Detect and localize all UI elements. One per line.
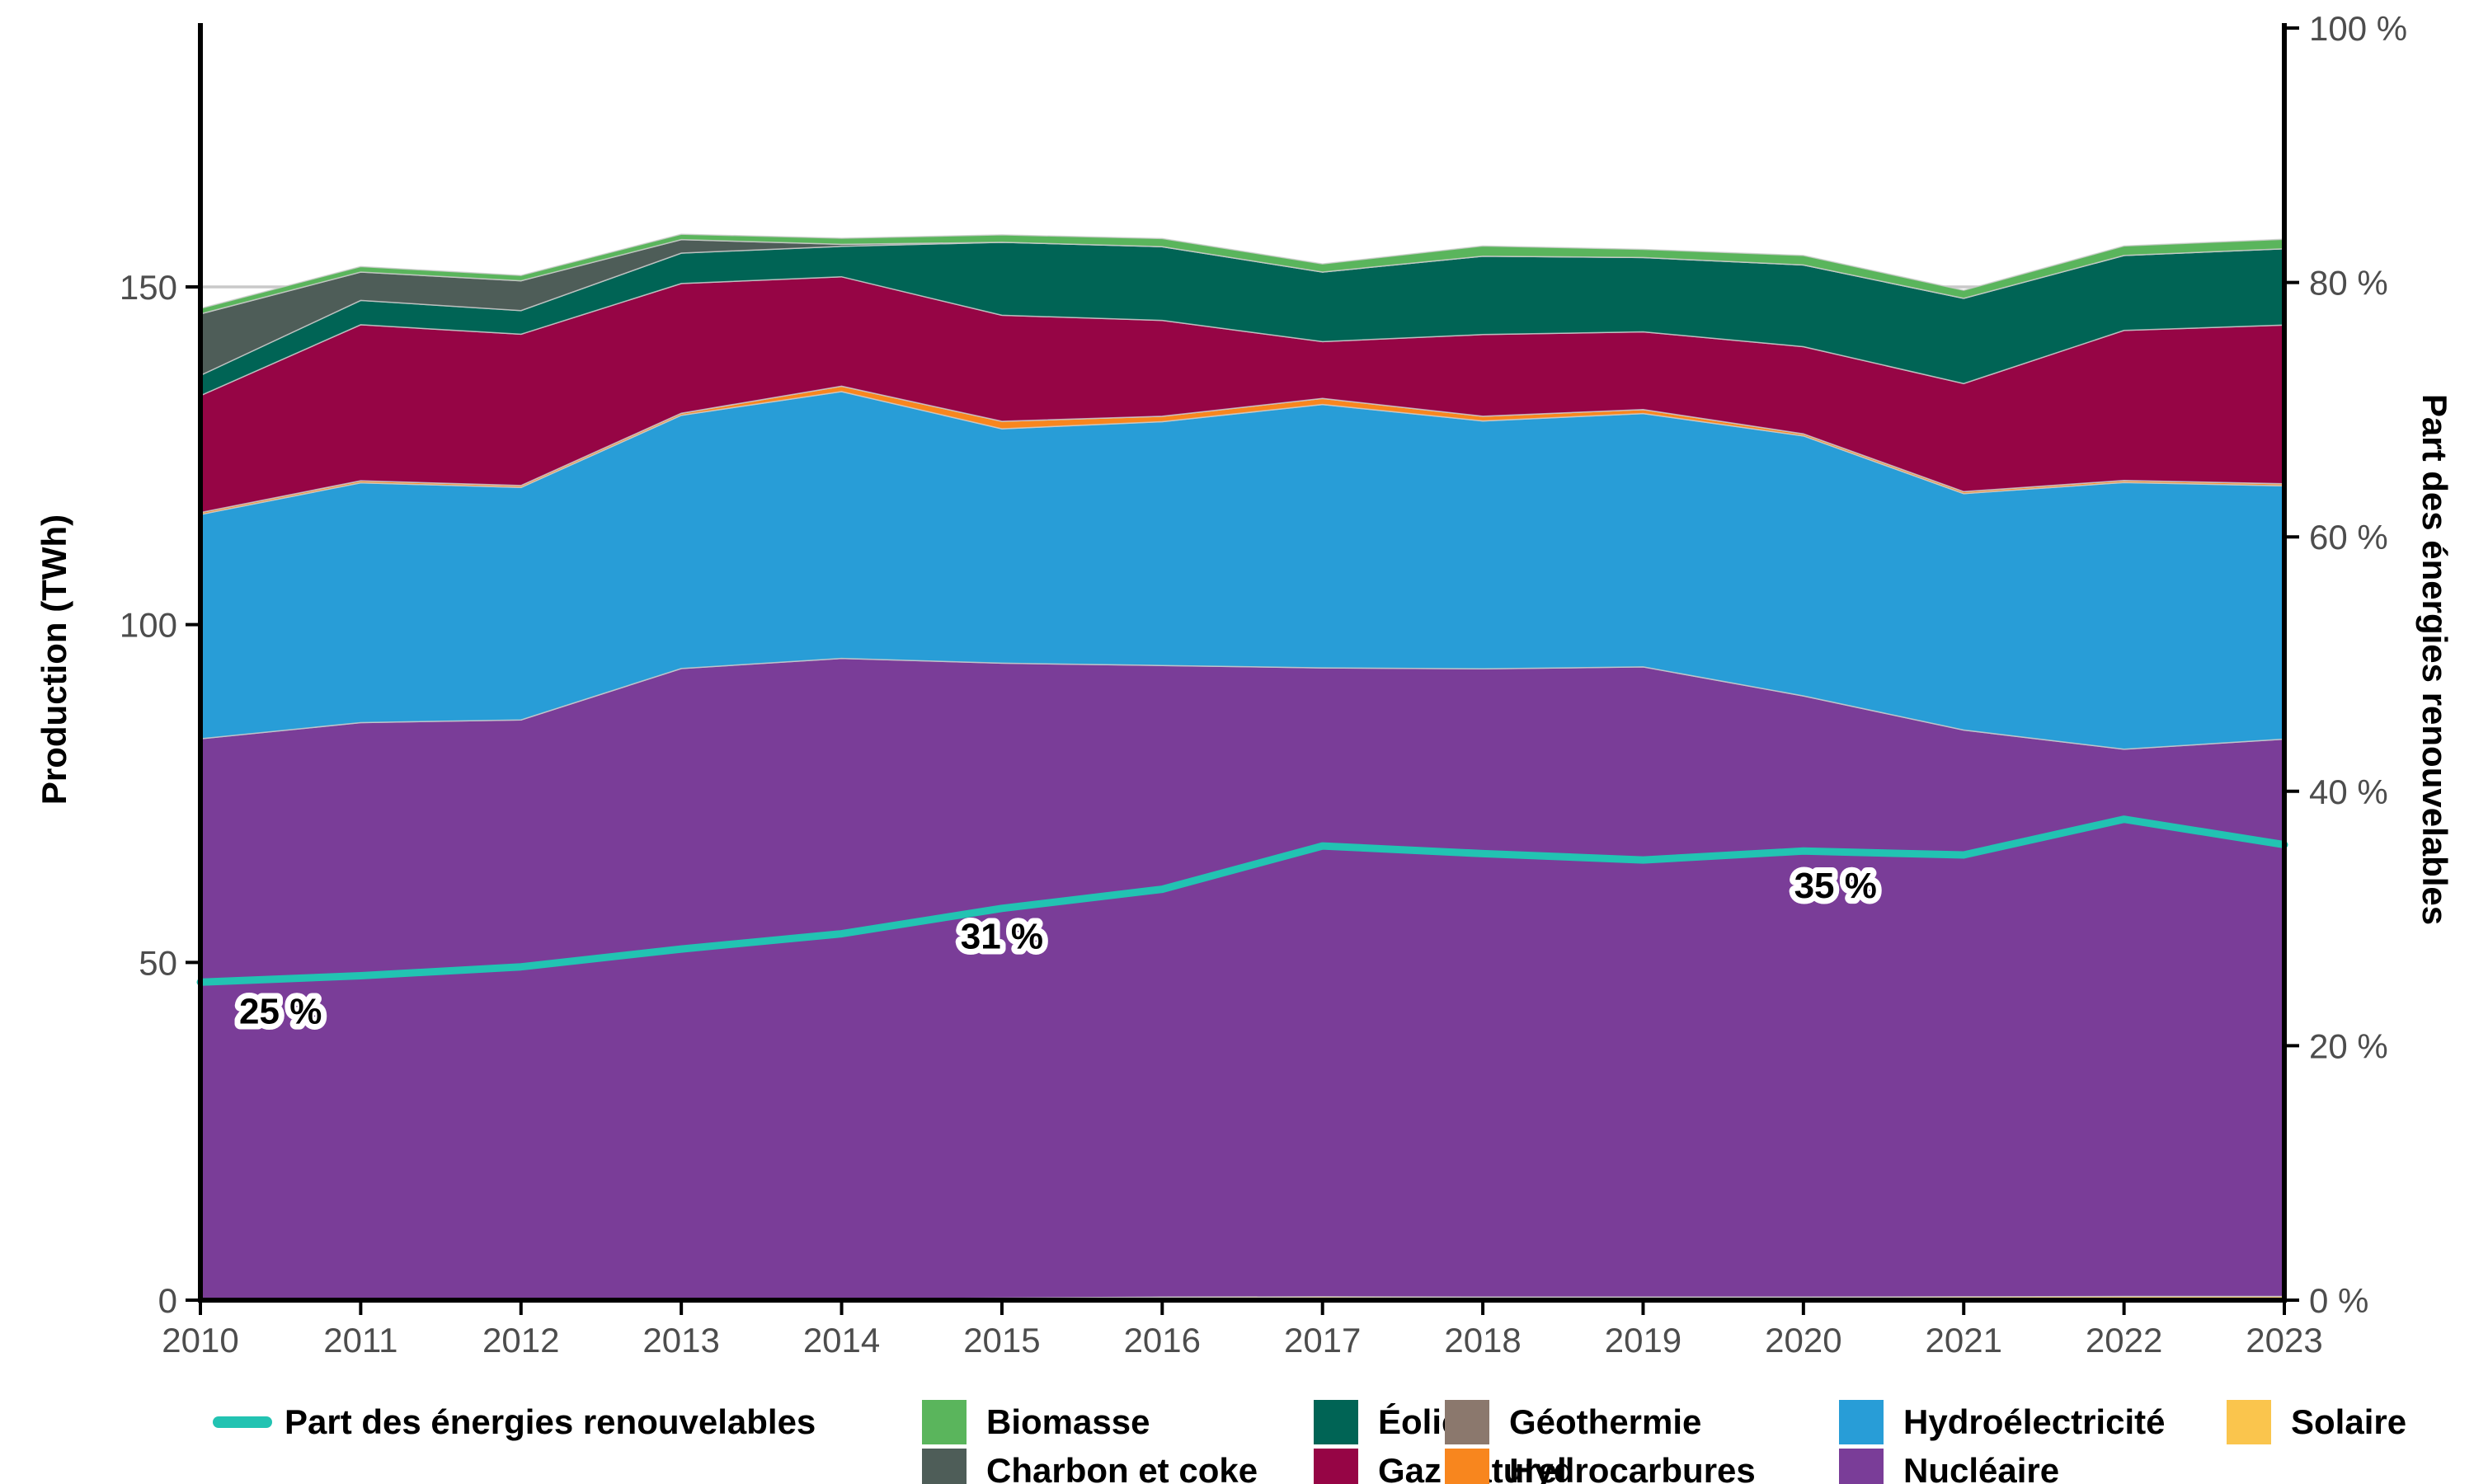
legend-label: Charbon et coke: [986, 1451, 1258, 1484]
legend-label: Hydrocarbures: [1509, 1451, 1756, 1484]
x-tick-label-2010: 2010: [162, 1321, 238, 1360]
x-tick-label-2017: 2017: [1284, 1321, 1361, 1360]
legend-color-swatch-solaire: [2227, 1400, 2271, 1444]
x-tick-label-2016: 2016: [1124, 1321, 1201, 1360]
x-tick-label-2011: 2011: [323, 1321, 397, 1360]
legend-label: Solaire: [2291, 1402, 2407, 1441]
legend-color-swatch-geothermie: [1445, 1400, 1489, 1444]
legend-color-swatch-hydroelectricite: [1839, 1400, 1884, 1444]
legend-label: Part des énergies renouvelables: [285, 1402, 816, 1441]
legend-color-swatch-nucleaire: [1839, 1449, 1884, 1484]
annotation-25pct: 25 %: [239, 992, 322, 1032]
left-tick-label-150: 150: [120, 268, 177, 307]
right-axis-title: Part des énergies renouvelables: [2415, 393, 2454, 926]
left-tick-label-100: 100: [120, 606, 177, 645]
legend-label: Géothermie: [1509, 1402, 1702, 1441]
x-tick-label-2021: 2021: [1926, 1321, 2002, 1360]
area-nucleaire: [200, 657, 2285, 1301]
x-tick-label-2023: 2023: [2246, 1321, 2322, 1360]
x-tick-label-2014: 2014: [803, 1321, 880, 1360]
x-tick-label-2022: 2022: [2086, 1321, 2162, 1360]
right-tick-label-80: 80 %: [2309, 264, 2388, 303]
legend-color-swatch-charbon-et-coke: [922, 1449, 967, 1484]
legend-color-swatch-hydrocarbures: [1445, 1449, 1489, 1484]
annotation-31pct: 31 %: [961, 917, 1043, 957]
annotation-35pct: 35 %: [1794, 866, 1877, 906]
legend-label: Nucléaire: [1903, 1451, 2060, 1484]
x-tick-label-2015: 2015: [963, 1321, 1040, 1360]
right-tick-label-0: 0 %: [2309, 1281, 2368, 1320]
left-tick-label-50: 50: [139, 943, 177, 982]
x-tick-label-2020: 2020: [1765, 1321, 1841, 1360]
legend-color-swatch-biomasse: [922, 1400, 967, 1444]
right-tick-label-20: 20 %: [2309, 1026, 2388, 1065]
right-tick-label-40: 40 %: [2309, 773, 2388, 811]
x-tick-label-2013: 2013: [642, 1321, 719, 1360]
legend-color-swatch-gaz-naturel: [1314, 1449, 1358, 1484]
legend-line-swatch-part-des-energies-renouvelables: [213, 1416, 272, 1428]
x-tick-label-2012: 2012: [482, 1321, 559, 1360]
right-tick-label-60: 60 %: [2309, 518, 2388, 556]
left-tick-label-0: 0: [158, 1281, 177, 1320]
legend-color-swatch-eolien: [1314, 1400, 1358, 1444]
right-tick-label-100: 100 %: [2309, 9, 2407, 48]
legend-label: Biomasse: [986, 1402, 1150, 1441]
legend-label: Hydroélectricité: [1903, 1402, 2166, 1441]
left-axis-title: Production (TWh): [35, 514, 73, 805]
x-tick-label-2018: 2018: [1444, 1321, 1521, 1360]
line-part_energies_renouvelables: [196, 815, 2288, 986]
x-tick-label-2019: 2019: [1605, 1321, 1681, 1360]
